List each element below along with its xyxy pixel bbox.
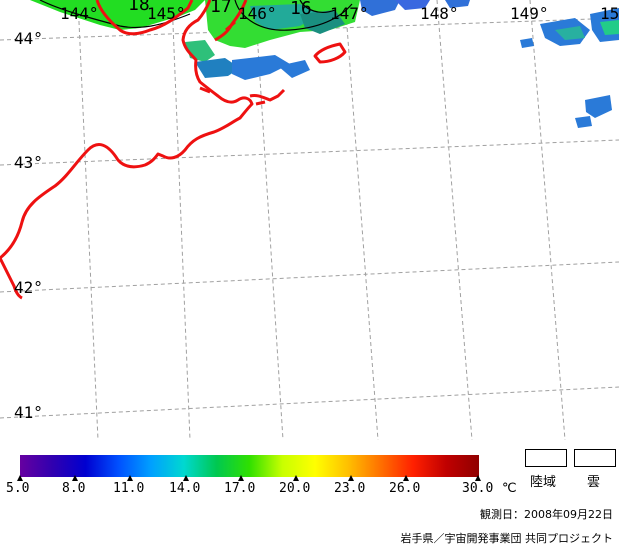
colorbar-tick-14: 14.0 xyxy=(169,481,201,496)
contour-label-16: 16 xyxy=(290,0,312,19)
lon-label-148: 148° xyxy=(420,4,459,23)
colorbar-tick-23: 23.0 xyxy=(334,481,366,496)
cloud-legend-swatch xyxy=(574,449,616,467)
contour-label-17: 17 xyxy=(210,0,232,17)
temperature-colorbar xyxy=(20,455,479,477)
lon-label-147: 147° xyxy=(330,4,369,23)
credit-text: 岩手県／宇宙開発事業団 共同プロジェクト xyxy=(400,532,614,545)
colorbar-tick-11: 11.0 xyxy=(113,481,145,496)
coastline xyxy=(0,0,347,300)
lat-label-41: 41° xyxy=(14,403,43,422)
colorbar-tick-5: 5.0 xyxy=(6,481,30,496)
lon-label-146: 146° xyxy=(238,4,277,23)
lon-label-145: 145° xyxy=(147,4,186,23)
land-legend-label: 陸域 xyxy=(530,475,557,490)
sst-patches xyxy=(30,0,619,128)
lon-label-150: 15 xyxy=(600,4,619,23)
cloud-legend-label: 雲 xyxy=(587,475,601,490)
lon-label-149: 149° xyxy=(510,4,549,23)
grid-lines xyxy=(0,0,619,440)
colorbar-tick-30: 30.0 xyxy=(462,481,494,496)
colorbar-tick-26: 26.0 xyxy=(389,481,421,496)
lat-label-42: 42° xyxy=(14,278,43,297)
temperature-unit: ℃ xyxy=(502,481,517,496)
lat-label-44: 44° xyxy=(14,29,43,48)
land-legend-swatch xyxy=(525,449,567,467)
contour-label-18: 18 xyxy=(128,0,150,15)
colorbar-tick-20: 20.0 xyxy=(279,481,311,496)
observation-date: 観測日：2008年09月22日 xyxy=(480,508,613,521)
colorbar-tick-8: 8.0 xyxy=(62,481,86,496)
lon-label-144: 144° xyxy=(60,4,99,23)
lat-label-43: 43° xyxy=(14,153,43,172)
colorbar-tick-17: 17.0 xyxy=(224,481,256,496)
sst-map: 144° 145° 146° 147° 148° 149° 15 44° 43°… xyxy=(0,0,619,440)
colorbar-tick-marks xyxy=(17,475,481,481)
